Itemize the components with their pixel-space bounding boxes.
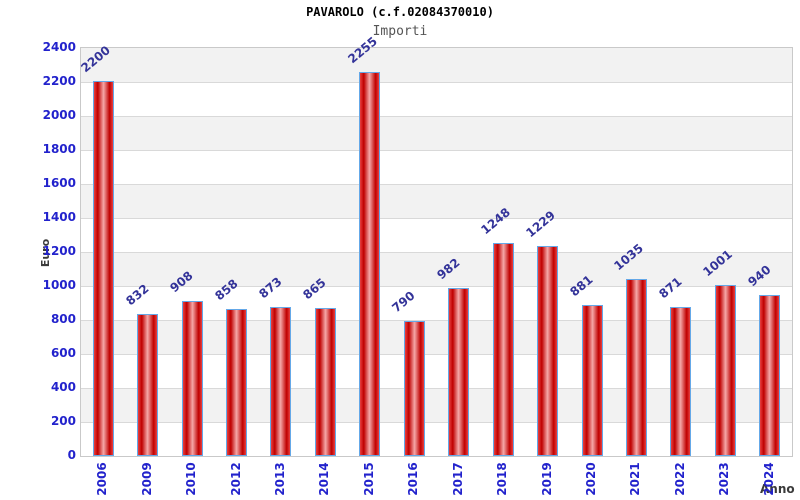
- x-tick-label-2018: 2018: [495, 462, 509, 496]
- bar-2017: [448, 288, 469, 456]
- gridline: [81, 421, 792, 423]
- chart-title: PAVAROLO (c.f.02084370010): [306, 5, 494, 19]
- bar-2018: [493, 243, 514, 456]
- bar-2023: [715, 285, 736, 456]
- gridline: [81, 387, 792, 389]
- gridline: [81, 251, 792, 253]
- bar-2016: [404, 321, 425, 456]
- x-tick-label-2014: 2014: [317, 462, 331, 496]
- x-tick-label-2009: 2009: [140, 462, 154, 496]
- bar-2009: [137, 314, 158, 456]
- y-tick-label: 200: [50, 414, 76, 428]
- plot-band: [81, 252, 792, 286]
- x-tick-label-2024: 2024: [762, 462, 776, 496]
- bar-2020: [582, 305, 603, 456]
- x-tick-label-2010: 2010: [184, 462, 198, 496]
- gridline: [81, 81, 792, 83]
- bar-2013: [270, 307, 291, 456]
- y-tick-label: 1400: [42, 210, 76, 224]
- bar-2012: [226, 309, 247, 456]
- bar-2014: [315, 308, 336, 456]
- bar-2010: [182, 301, 203, 456]
- gridline: [81, 115, 792, 117]
- x-tick-label-2020: 2020: [584, 462, 598, 496]
- x-tick-label-2012: 2012: [229, 462, 243, 496]
- x-tick-label-2022: 2022: [673, 462, 687, 496]
- y-tick-label: 1200: [42, 244, 76, 258]
- y-tick-label: 1000: [42, 278, 76, 292]
- y-tick-label: 2400: [42, 40, 76, 54]
- gridline: [81, 217, 792, 219]
- x-tick-label-2016: 2016: [406, 462, 420, 496]
- x-tick-label-2023: 2023: [717, 462, 731, 496]
- y-tick-label: 1600: [42, 176, 76, 190]
- x-tick-label-2019: 2019: [540, 462, 554, 496]
- plot-band: [81, 82, 792, 116]
- x-tick-label-2017: 2017: [451, 462, 465, 496]
- x-tick-label-2015: 2015: [362, 462, 376, 496]
- y-tick-label: 2200: [42, 74, 76, 88]
- bar-2024: [759, 295, 780, 456]
- plot-band: [81, 218, 792, 252]
- gridline: [81, 353, 792, 355]
- y-tick-label: 2000: [42, 108, 76, 122]
- gridline: [81, 149, 792, 151]
- gridline: [81, 319, 792, 321]
- bar-2006: [93, 81, 114, 456]
- bar-2015: [359, 72, 380, 456]
- x-tick-label-2013: 2013: [273, 462, 287, 496]
- plot-band: [81, 116, 792, 150]
- x-tick-label-2021: 2021: [628, 462, 642, 496]
- plot-area: [80, 47, 793, 457]
- x-tick-label-2006: 2006: [95, 462, 109, 496]
- y-tick-label: 400: [50, 380, 76, 394]
- gridline: [81, 183, 792, 185]
- y-tick-label: 0: [67, 448, 76, 462]
- x-axis-title: Anno: [760, 482, 795, 496]
- chart-subtitle: Importi: [372, 24, 428, 39]
- bar-2022: [670, 307, 691, 456]
- y-tick-label: 800: [50, 312, 76, 326]
- bar-2021: [626, 279, 647, 456]
- plot-band: [81, 48, 792, 82]
- y-tick-label: 600: [50, 346, 76, 360]
- gridline: [81, 285, 792, 287]
- plot-band: [81, 150, 792, 184]
- plot-band: [81, 184, 792, 218]
- y-tick-label: 1800: [42, 142, 76, 156]
- bar-2019: [537, 246, 558, 456]
